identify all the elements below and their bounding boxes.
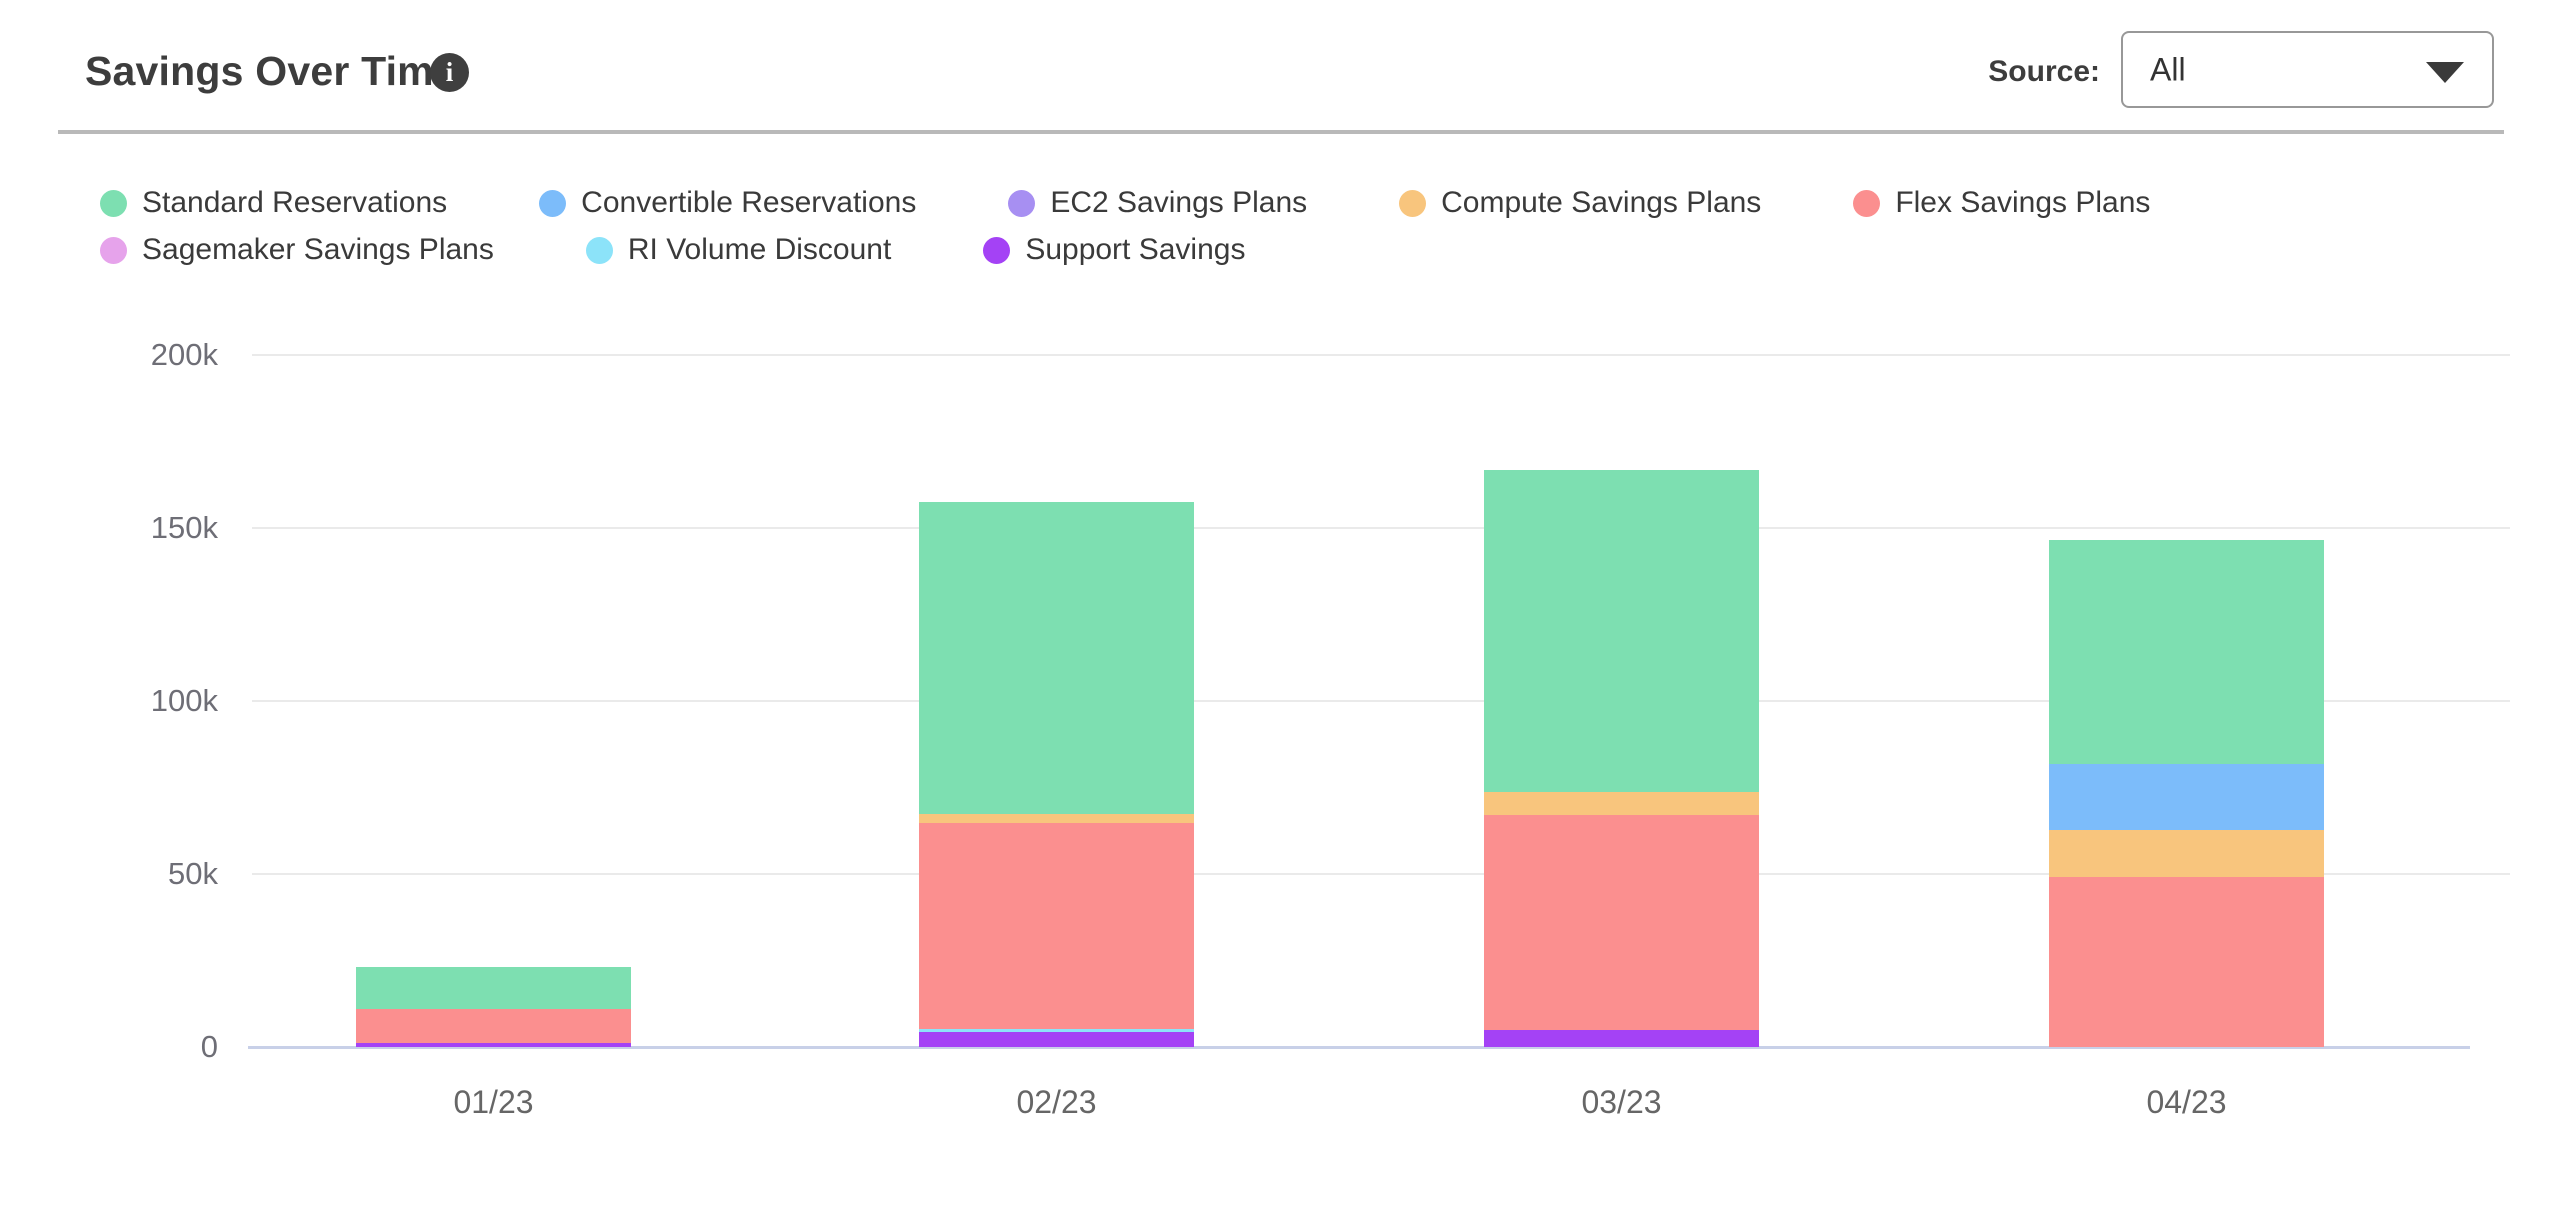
- x-axis-label: 02/23: [1016, 1084, 1097, 1120]
- legend-label: Sagemaker Savings Plans: [142, 233, 494, 266]
- bar-segment[interactable]: [1484, 814, 1759, 1031]
- bar-segment[interactable]: [919, 1032, 1194, 1047]
- legend-item[interactable]: Compute Savings Plans: [1399, 186, 1761, 220]
- bar-segment[interactable]: [2049, 540, 2324, 764]
- y-axis-tick-label: 50k: [168, 856, 218, 891]
- source-label: Source:: [1988, 55, 2100, 88]
- legend-color-dot-icon: [1399, 189, 1427, 217]
- legend-label: Convertible Reservations: [581, 186, 917, 219]
- y-axis-tick-label: 0: [200, 1029, 218, 1064]
- x-axis-label: 04/23: [2146, 1084, 2227, 1120]
- y-axis-tick-label: 100k: [150, 683, 218, 718]
- bar-segment[interactable]: [356, 966, 631, 1009]
- info-icon-glyph: i: [445, 57, 454, 87]
- legend-color-dot-icon: [1008, 189, 1036, 217]
- legend-row: Sagemaker Savings Plans RI Volume Discoun…: [100, 233, 2260, 267]
- legend-item[interactable]: Support Savings: [983, 233, 1245, 267]
- bar-segment[interactable]: [919, 501, 1194, 814]
- legend-item[interactable]: Convertible Reservations: [539, 186, 916, 220]
- info-icon[interactable]: i: [430, 53, 469, 92]
- legend-label: Compute Savings Plans: [1441, 186, 1762, 219]
- chevron-down-icon: [2426, 62, 2464, 83]
- legend-item[interactable]: Flex Savings Plans: [1853, 186, 2150, 220]
- legend-row: Standard Reservations Convertible Reserva…: [100, 186, 2260, 220]
- gridline: [252, 354, 2510, 356]
- source-select-value: All: [2150, 51, 2186, 87]
- bar-segment[interactable]: [356, 1042, 631, 1047]
- bar-segment[interactable]: [2049, 876, 2324, 1047]
- bar-02/23: [919, 501, 1194, 1047]
- bar-segment[interactable]: [1484, 469, 1759, 792]
- legend-item[interactable]: Sagemaker Savings Plans: [100, 233, 494, 267]
- bar-segment[interactable]: [919, 1029, 1194, 1033]
- bar-segment[interactable]: [2049, 829, 2324, 877]
- y-axis-tick-label: 150k: [150, 510, 218, 545]
- legend-item[interactable]: RI Volume Discount: [585, 233, 892, 267]
- legend-color-dot-icon: [100, 189, 127, 217]
- legend-color-dot-icon: [983, 236, 1011, 264]
- bar-segment[interactable]: [2049, 763, 2324, 830]
- legend-color-dot-icon: [585, 236, 613, 264]
- page-title: Savings Over Time: [85, 48, 457, 94]
- legend-label: Standard Reservations: [142, 186, 448, 219]
- bar-01/23: [356, 966, 631, 1047]
- x-axis-label: 01/23: [453, 1084, 534, 1120]
- y-axis-tick-label: 200k: [150, 337, 218, 372]
- gridline: [252, 700, 2510, 702]
- bar-segment[interactable]: [919, 813, 1194, 823]
- bar-03/23: [1484, 469, 1759, 1047]
- bar-segment[interactable]: [1484, 792, 1759, 815]
- legend-color-dot-icon: [100, 236, 127, 264]
- legend-item[interactable]: EC2 Savings Plans: [1008, 186, 1307, 220]
- gridline: [252, 873, 2510, 875]
- chart-legend: Standard Reservations Convertible Reserva…: [100, 186, 2260, 280]
- bar-segment[interactable]: [919, 822, 1194, 1029]
- legend-color-dot-icon: [539, 189, 567, 217]
- legend-item[interactable]: Standard Reservations: [100, 186, 447, 220]
- x-axis-label: 03/23: [1581, 1084, 1662, 1120]
- bar-segment[interactable]: [356, 1008, 631, 1043]
- legend-label: Flex Savings Plans: [1895, 186, 2151, 219]
- x-axis-baseline: [248, 1046, 2470, 1049]
- gridline: [252, 527, 2510, 529]
- header-divider: [58, 130, 2504, 134]
- bar-segment[interactable]: [1484, 1030, 1759, 1047]
- legend-label: EC2 Savings Plans: [1050, 186, 1308, 219]
- bar-04/23: [2049, 540, 2324, 1047]
- legend-label: Support Savings: [1025, 233, 1246, 266]
- legend-color-dot-icon: [1853, 189, 1881, 217]
- source-select[interactable]: All: [2121, 31, 2494, 108]
- legend-label: RI Volume Discount: [627, 233, 892, 266]
